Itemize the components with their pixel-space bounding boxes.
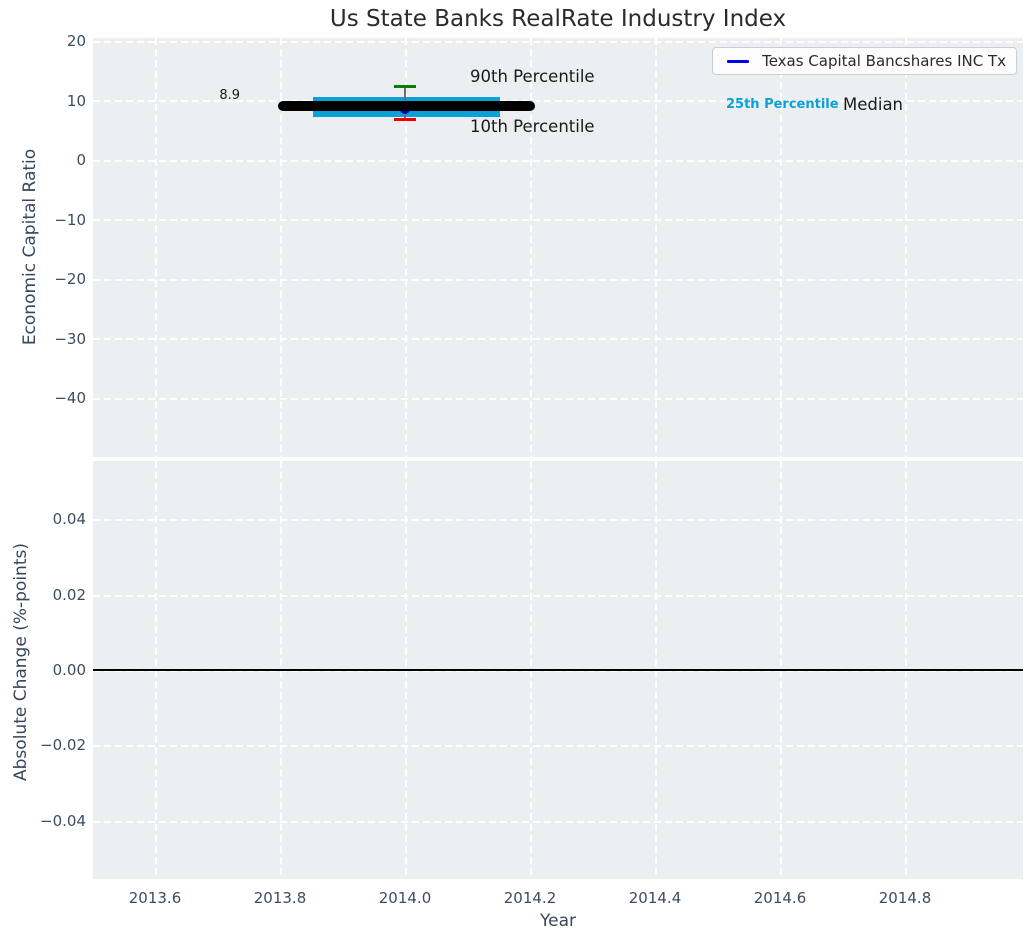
x-axis-label: Year	[540, 911, 576, 931]
gridline	[93, 595, 1023, 597]
annotation-median: Median	[843, 95, 904, 114]
gridline	[93, 279, 1023, 281]
x-tick-label: 2014.8	[878, 889, 932, 907]
x-tick-label: 2014.4	[628, 889, 682, 907]
x-tick-label: 2013.8	[253, 889, 307, 907]
gridline	[93, 821, 1023, 823]
y-tick-label: 0	[76, 151, 86, 169]
y-tick-label: −20	[54, 270, 86, 288]
gridline	[155, 38, 157, 457]
x-tick-label: 2013.6	[128, 889, 182, 907]
annotation-90th-percentile: 90th Percentile	[470, 67, 595, 86]
gridline	[93, 745, 1023, 747]
y-tick-label: 0.04	[52, 510, 86, 528]
median-line	[278, 101, 535, 111]
x-tick-label: 2014.0	[378, 889, 432, 907]
gridline	[280, 38, 282, 457]
x-tick-label: 2014.6	[753, 889, 807, 907]
gridline	[780, 38, 782, 457]
zero-line	[93, 669, 1023, 671]
y-tick-label: −40	[54, 389, 86, 407]
top-y-axis-label: Economic Capital Ratio	[20, 148, 40, 346]
legend-entry-label: Texas Capital Bancshares INC Tx	[762, 52, 1006, 70]
bottom-axes	[93, 461, 1023, 879]
y-tick-label: 0.02	[52, 586, 86, 604]
gridline	[93, 41, 1023, 43]
annotation-10th-percentile: 10th Percentile	[470, 117, 595, 136]
y-tick-label: 10	[66, 92, 86, 110]
whisker-cap-90th	[394, 85, 416, 88]
legend: Texas Capital Bancshares INC Tx	[712, 47, 1017, 75]
y-tick-label: −30	[54, 330, 86, 348]
gridline	[93, 100, 1023, 102]
gridline	[93, 338, 1023, 340]
annotation-25th-percentile: 25th Percentile	[726, 97, 839, 112]
y-tick-label: −10	[54, 211, 86, 229]
gridline	[530, 38, 532, 457]
gridline	[93, 160, 1023, 162]
gridline	[93, 219, 1023, 221]
y-tick-label: 20	[66, 32, 86, 50]
annotation-company-value: 8.9	[219, 88, 240, 103]
y-tick-label: 0.00	[52, 661, 86, 679]
gridline	[655, 38, 657, 457]
x-tick-label: 2014.2	[503, 889, 557, 907]
gridline	[93, 670, 1023, 672]
legend-line-sample	[727, 59, 750, 63]
gridline	[93, 398, 1023, 400]
chart-title: Us State Banks RealRate Industry Index	[329, 6, 787, 32]
gridline	[405, 38, 407, 457]
top-axes: 8.9 90th Percentile 10th Percentile 25th…	[93, 38, 1023, 457]
y-tick-label: −0.02	[40, 736, 86, 754]
gridline	[905, 38, 907, 457]
y-tick-label: −0.04	[40, 812, 86, 830]
bottom-y-axis-label: Absolute Change (%-points)	[11, 543, 31, 781]
gridline	[93, 519, 1023, 521]
whisker-cap-10th	[394, 118, 416, 121]
